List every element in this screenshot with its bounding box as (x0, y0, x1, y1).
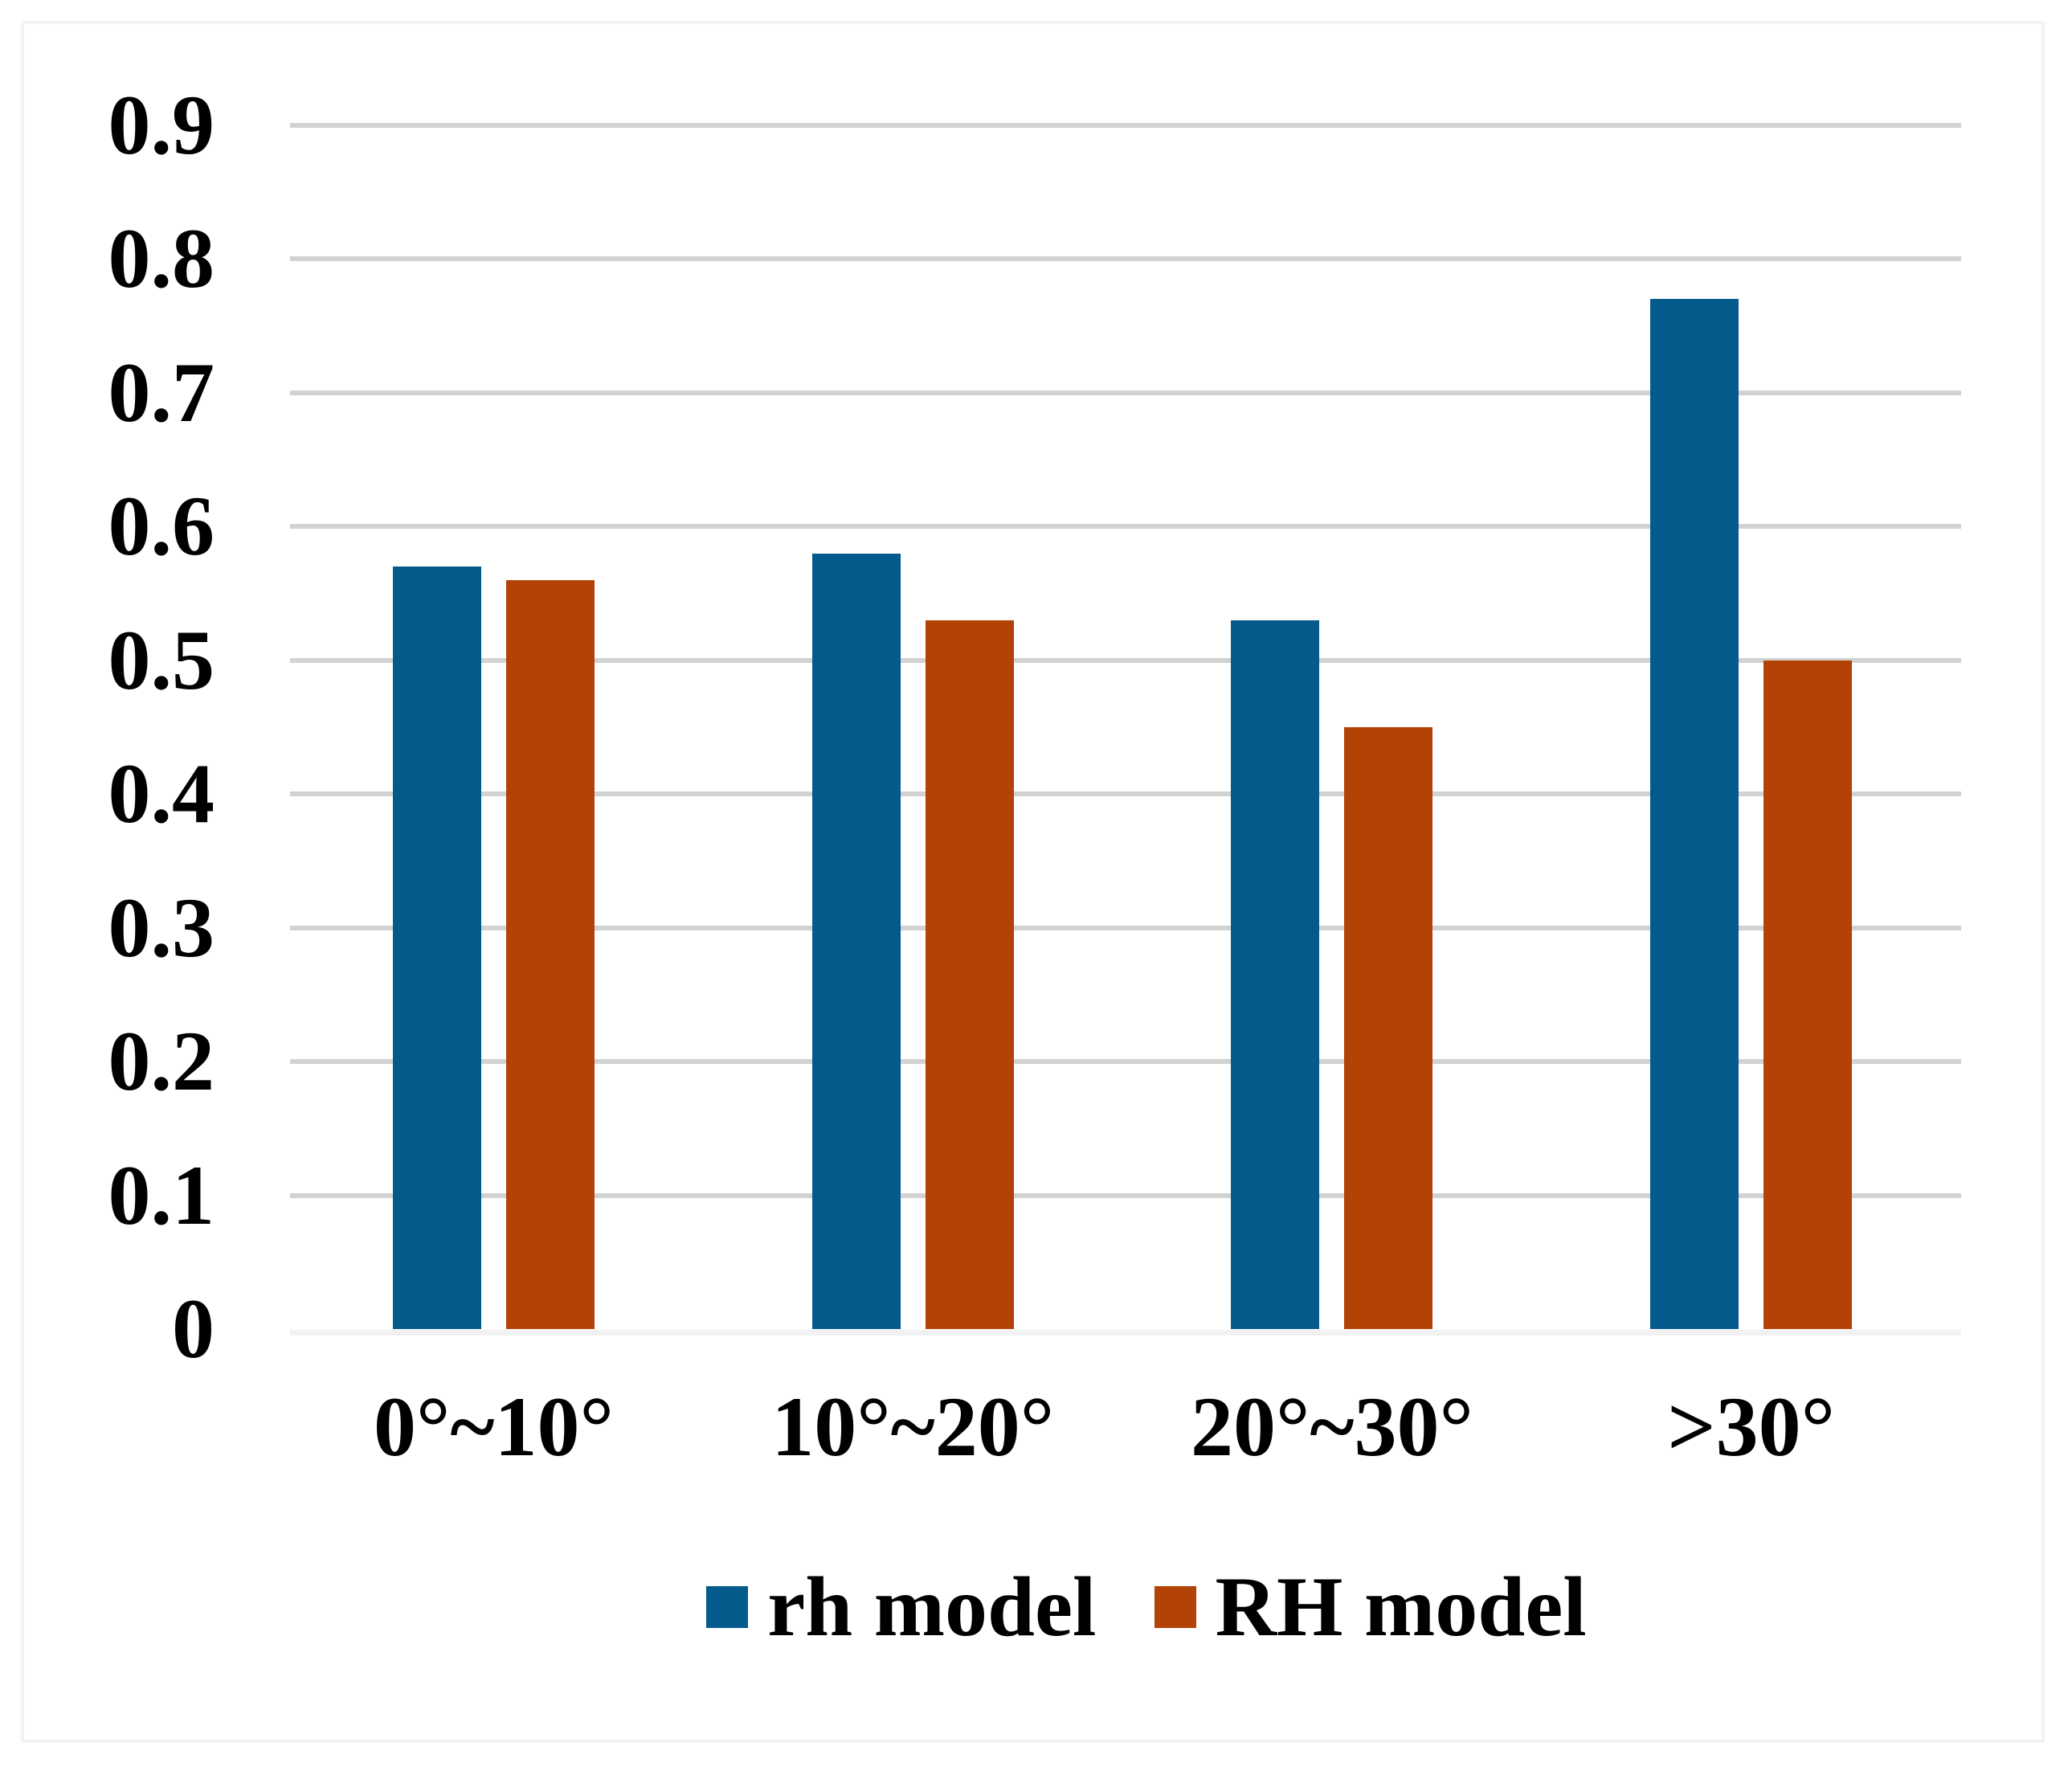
gridline-0.5 (290, 657, 1961, 663)
y-axis-tick-label-0.7: 0.7 (108, 345, 215, 440)
y-axis-tick-label-0.9: 0.9 (108, 78, 215, 172)
gridline-0.1 (290, 1192, 1961, 1198)
chart-figure: 0 0.1 0.2 0.3 0.4 0.5 0.6 0.7 0.8 0.9 0°~10° 10°~20… (21, 21, 2045, 1743)
rh-model-bar-10°~20° (811, 553, 901, 1329)
y-axis-tick-label-0.6: 0.6 (108, 479, 215, 574)
x-axis-line (290, 1330, 1961, 1335)
gridline-0.7 (290, 390, 1961, 395)
legend-item-rh-model: rh model (706, 1560, 1097, 1654)
gridline-0.8 (290, 256, 1961, 262)
legend-item-RH-model: RH model (1154, 1560, 1587, 1654)
legend-label-RH-model: RH model (1215, 1560, 1587, 1654)
gridline-0.3 (290, 925, 1961, 930)
y-axis-tick-label-0.3: 0.3 (108, 880, 215, 975)
y-axis-tick-label-0.2: 0.2 (108, 1014, 215, 1109)
gridline-0.6 (290, 524, 1961, 530)
RH-model-bar->30° (1763, 660, 1853, 1329)
gridline-0.4 (290, 791, 1961, 797)
rh-model-bar->30° (1650, 299, 1739, 1329)
x-category-label-10°~20°: 10°~20° (771, 1380, 1055, 1474)
y-axis-tick-label-0: 0 (172, 1282, 215, 1376)
gridline-0.2 (290, 1059, 1961, 1065)
x-category-label-0°~10°: 0°~10° (374, 1380, 614, 1474)
y-axis-tick-label-0.8: 0.8 (108, 211, 215, 306)
rh-model-bar-0°~10° (393, 566, 481, 1329)
y-axis-tick-label-0.4: 0.4 (108, 746, 215, 841)
RH-model-swatch-icon (1154, 1586, 1196, 1628)
x-category-label-20°~30°: 20°~30° (1190, 1380, 1473, 1474)
legend: rh model RH model (311, 1560, 1982, 1654)
rh-model-swatch-icon (706, 1586, 749, 1628)
RH-model-bar-10°~20° (925, 620, 1014, 1329)
gridline-0.9 (290, 123, 1961, 128)
legend-label-rh-model: rh model (767, 1560, 1097, 1654)
rh-model-bar-20°~30° (1231, 620, 1320, 1329)
RH-model-bar-0°~10° (506, 579, 595, 1329)
y-axis-tick-label-0.5: 0.5 (108, 612, 215, 707)
y-axis-tick-label-0.1: 0.1 (108, 1147, 215, 1242)
RH-model-bar-20°~30° (1344, 727, 1433, 1329)
x-category-label->30°: >30° (1667, 1380, 1835, 1474)
